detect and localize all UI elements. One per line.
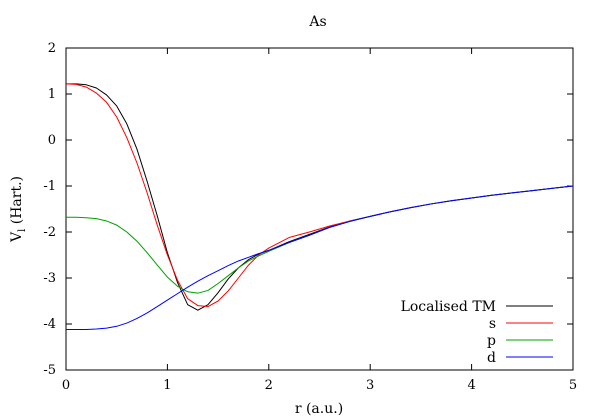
- x-tick-label: 3: [366, 378, 374, 393]
- y-tick-label: -2: [43, 225, 56, 240]
- x-tick-label: 1: [163, 378, 171, 393]
- y-axis-label-subscript: l: [17, 229, 28, 232]
- y-axis-label: Vl (Hart.): [9, 176, 28, 243]
- x-tick-label: 2: [265, 378, 273, 393]
- series-line-localised-tm: [66, 83, 574, 311]
- y-axis-label-unit: (Hart.): [9, 176, 25, 229]
- y-tick-label: -3: [43, 271, 56, 286]
- legend-label: p: [487, 333, 496, 349]
- x-axis: 0 1 2 3 4 5: [62, 48, 577, 393]
- y-tick-label: 1: [48, 87, 56, 102]
- legend-label: d: [487, 350, 496, 366]
- plot-frame: [65, 47, 574, 371]
- x-tick-label: 4: [467, 378, 475, 393]
- series-line-d: [66, 185, 574, 331]
- x-tick-label: 0: [62, 378, 70, 393]
- y-axis-label-main: V: [9, 231, 25, 243]
- series-lines: [65, 83, 574, 331]
- y-tick-label: -5: [43, 363, 56, 378]
- x-axis-label: r (a.u.): [295, 401, 343, 417]
- series-line-p: [66, 185, 574, 294]
- y-tick-label: -4: [43, 317, 56, 332]
- y-tick-label: 2: [48, 41, 56, 56]
- chart-title: As: [308, 14, 326, 30]
- x-tick-label: 5: [569, 378, 577, 393]
- y-tick-label: -1: [43, 179, 56, 194]
- y-axis: -5 -4 -3 -2 -1 0 1 2: [43, 41, 573, 378]
- legend-label: s: [489, 316, 496, 332]
- y-tick-label: 0: [48, 133, 56, 148]
- series-line-s: [65, 83, 574, 308]
- legend-label: Localised TM: [401, 299, 496, 315]
